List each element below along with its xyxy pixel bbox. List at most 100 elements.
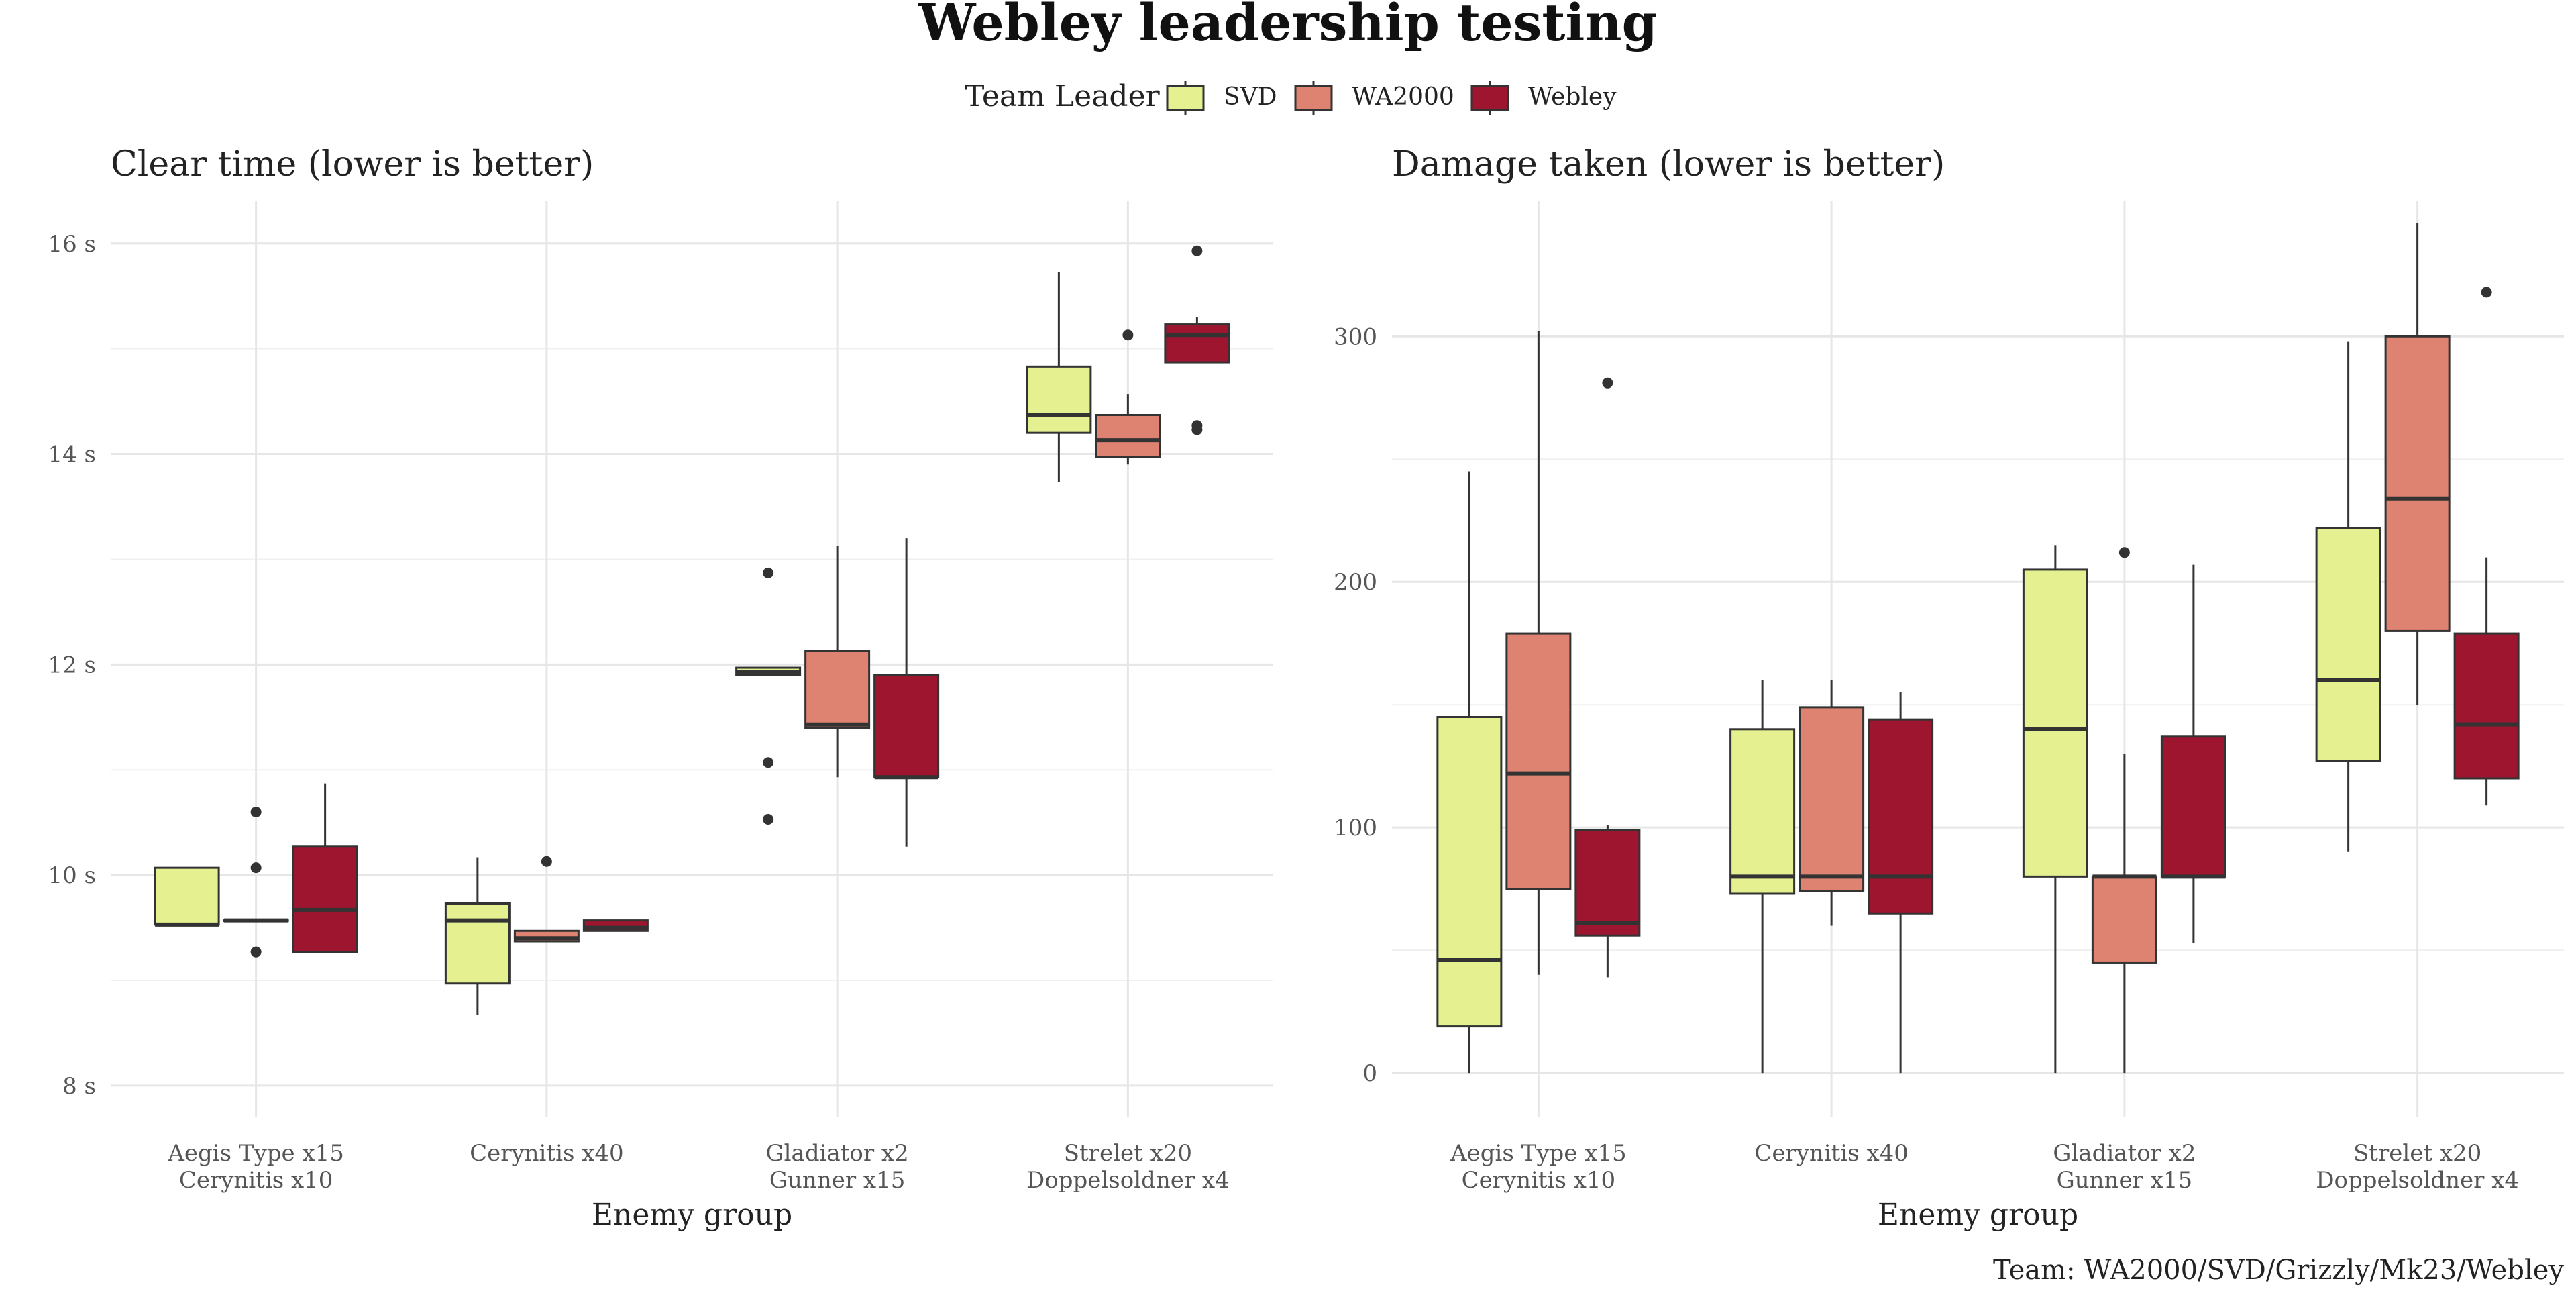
legend-key-wa2000	[1294, 85, 1333, 111]
box-body	[2384, 335, 2451, 632]
box-svd-3	[2315, 341, 2381, 852]
outlier-point	[2481, 287, 2492, 298]
x-tick-label: Strelet x20	[1064, 1140, 1192, 1167]
outlier-point	[2118, 547, 2130, 558]
y-tick-label: 10 s	[48, 862, 96, 889]
box-svd-0	[154, 866, 220, 927]
box-wa2000-2	[804, 546, 871, 778]
outlier-point	[763, 813, 774, 825]
legend-label-wa2000: WA2000	[1352, 83, 1454, 111]
legend-item-wa2000: WA2000	[1294, 81, 1454, 115]
box-svd-2	[735, 567, 802, 825]
x-tick-label: Aegis Type x15	[1450, 1140, 1627, 1167]
box-wa2000-0	[223, 807, 289, 958]
box-svd-2	[2022, 545, 2088, 1074]
box-wa2000-3	[1095, 329, 1161, 465]
x-tick-label: Gunner x15	[2057, 1167, 2192, 1194]
box-webley-1	[1868, 692, 1934, 1074]
legend-item-webley: Webley	[1470, 81, 1617, 115]
box-body	[2022, 568, 2088, 878]
box-body	[1026, 365, 1092, 434]
outlier-point	[250, 862, 262, 874]
box-webley-0	[1574, 377, 1641, 978]
box-wa2000-1	[1799, 680, 1865, 926]
chart-caption: Team: WA2000/SVD/Grizzly/Mk23/Webley	[1993, 1255, 2564, 1286]
box-wa2000-3	[2384, 223, 2451, 705]
y-tick-label: 8 s	[62, 1073, 96, 1100]
box-body	[154, 866, 220, 926]
box-body	[1799, 706, 1865, 892]
legend-label-webley: Webley	[1528, 83, 1617, 111]
x-tick-label: Cerynitis x40	[1754, 1140, 1909, 1167]
outlier-point	[763, 757, 774, 768]
x-tick-label: Cerynitis x10	[1462, 1167, 1616, 1194]
box-svd-3	[1026, 272, 1092, 482]
outlier-point	[250, 807, 262, 817]
panel-subtitle: Clear time (lower is better)	[111, 144, 594, 185]
box-webley-3	[2453, 287, 2520, 806]
y-tick-label: 300	[1334, 323, 1377, 350]
box-webley-1	[582, 919, 649, 932]
legend-key-svd	[1166, 85, 1205, 111]
box-body	[873, 674, 940, 778]
box-body	[1574, 829, 1641, 937]
y-tick-label: 200	[1334, 569, 1377, 596]
legend: Team Leader SVD WA2000 Webley	[965, 79, 1617, 115]
outlier-point	[1122, 329, 1134, 341]
box-body	[1868, 718, 1934, 915]
box-body	[292, 845, 358, 953]
box-body	[1729, 728, 1796, 895]
box-body	[2315, 527, 2381, 762]
box-body	[1164, 323, 1230, 364]
panel-damage-taken: Damage taken (lower is better) 0 100 200 300…	[1334, 144, 2564, 1232]
x-tick-label: Doppelsoldner x4	[1026, 1167, 1230, 1194]
outlier-point	[1191, 245, 1203, 256]
panel-clear-time: Clear time (lower is better) 8 s 10 s 12 s 1…	[48, 144, 1273, 1232]
legend-title: Team Leader	[965, 79, 1161, 113]
box-body	[1436, 715, 1503, 1028]
x-tick-label: Cerynitis x10	[179, 1167, 333, 1194]
outlier-point	[763, 567, 774, 578]
x-tick-label: Gladiator x2	[766, 1140, 909, 1167]
outlier-point	[1602, 377, 1613, 389]
y-tick-label: 0	[1362, 1060, 1377, 1087]
y-tick-label: 12 s	[48, 652, 96, 678]
x-axis-title: Enemy group	[592, 1198, 792, 1232]
legend-key-webley	[1470, 85, 1509, 111]
box-svd-1	[444, 857, 511, 1015]
y-tick-label: 100	[1334, 815, 1377, 841]
box-webley-2	[873, 538, 940, 847]
box-body	[2091, 875, 2157, 964]
box-body	[1095, 414, 1161, 458]
legend-item-svd: SVD	[1166, 81, 1277, 115]
box-svd-0	[1436, 471, 1503, 1074]
x-tick-label: Strelet x20	[2353, 1140, 2481, 1167]
box-webley-3	[1164, 245, 1230, 435]
x-tick-label: Cerynitis x40	[470, 1140, 624, 1167]
box-webley-2	[2160, 564, 2226, 943]
box-wa2000-2	[2091, 547, 2157, 1074]
box-wa2000-1	[513, 856, 580, 943]
panel-subtitle: Damage taken (lower is better)	[1392, 144, 1945, 185]
box-body	[804, 650, 871, 729]
outlier-point	[1191, 424, 1203, 435]
outlier-point	[250, 946, 262, 958]
x-axis-title: Enemy group	[1878, 1198, 2078, 1232]
box-body	[2160, 735, 2226, 878]
box-body	[1505, 632, 1572, 890]
box-webley-0	[292, 783, 358, 953]
x-tick-label: Gladiator x2	[2053, 1140, 2196, 1167]
box-svd-1	[1729, 680, 1796, 1074]
x-tick-label: Aegis Type x15	[167, 1140, 344, 1167]
legend-label-svd: SVD	[1224, 83, 1277, 111]
x-tick-label: Gunner x15	[769, 1167, 905, 1194]
x-tick-label: Doppelsoldner x4	[2316, 1167, 2519, 1194]
y-tick-label: 16 s	[48, 231, 96, 258]
outlier-point	[541, 856, 552, 867]
y-tick-label: 14 s	[48, 442, 96, 468]
box-body	[2453, 632, 2520, 780]
box-body	[444, 902, 511, 985]
box-wa2000-0	[1505, 331, 1572, 975]
